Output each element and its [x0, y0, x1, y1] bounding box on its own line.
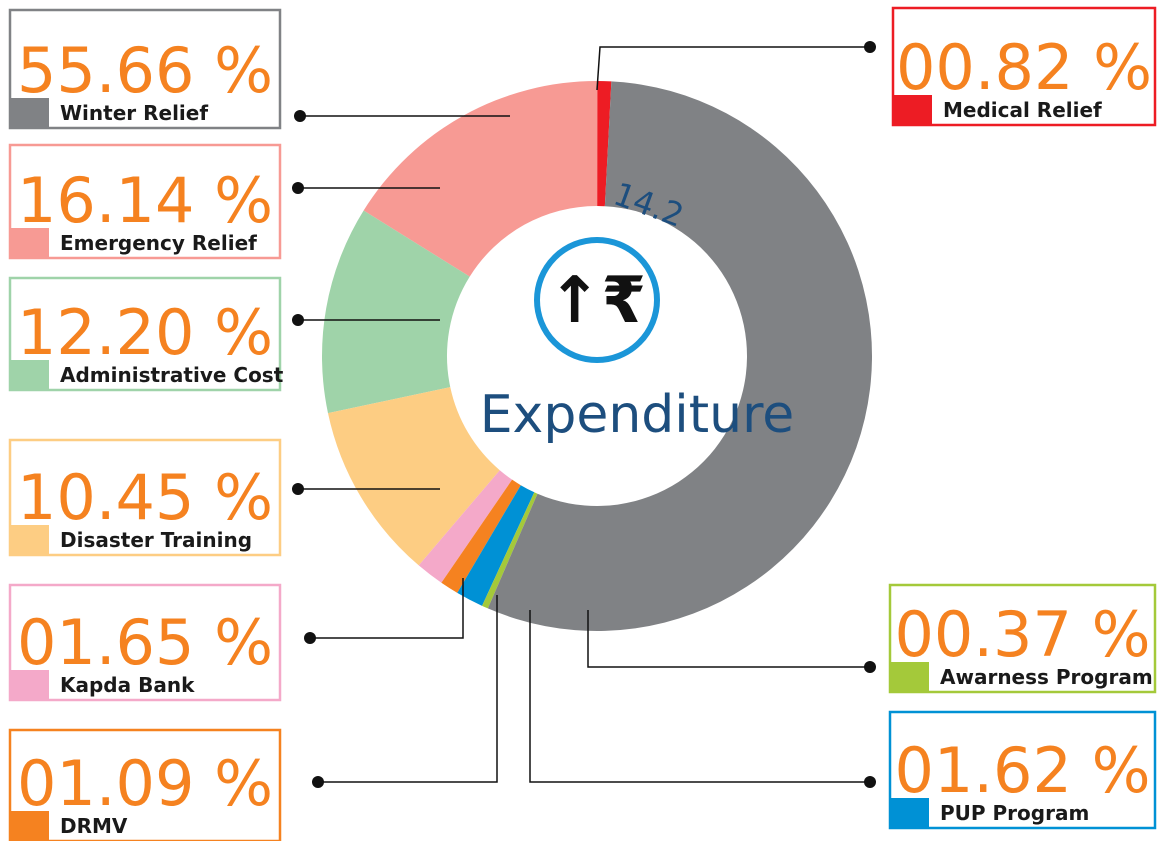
label-box [8, 583, 282, 702]
label-box [891, 6, 1157, 127]
donut-segment [487, 81, 872, 631]
leader-line [587, 610, 870, 668]
chart-title: Expenditure [480, 385, 795, 445]
category-label: Administrative Cost [60, 363, 284, 387]
label-box [8, 8, 282, 130]
leader-dot [292, 182, 304, 194]
color-swatch [11, 670, 49, 699]
donut-segment [482, 492, 538, 609]
leader-dot [312, 776, 324, 788]
color-swatch [891, 662, 929, 691]
color-swatch [11, 525, 49, 554]
value-label: 55.66 % [17, 34, 273, 107]
label-box [8, 438, 282, 557]
value-label: 00.82 % [896, 31, 1152, 104]
donut-segment [321, 210, 470, 414]
leader-line [310, 578, 464, 639]
color-swatch [11, 360, 49, 389]
label-box [8, 728, 282, 841]
color-swatch [11, 98, 49, 127]
donut-segment [597, 81, 612, 207]
category-label: Emergency Relief [60, 231, 257, 255]
donut-segment [457, 485, 535, 606]
category-label: Awarness Program [940, 665, 1153, 689]
leader-line [529, 610, 870, 783]
leader-dot [304, 632, 316, 644]
leader-dot [292, 483, 304, 495]
label-box [888, 710, 1157, 830]
center-icon: ↑₹ [548, 264, 646, 338]
leader-dot [864, 41, 876, 53]
donut-segment [363, 80, 598, 277]
value-label: 00.37 % [894, 598, 1150, 671]
value-label: 01.62 % [894, 734, 1150, 807]
leader-dot [294, 110, 306, 122]
label-box [8, 276, 282, 392]
value-label: 10.45 % [17, 461, 273, 534]
leader-dot [292, 314, 304, 326]
leader-line [318, 595, 498, 783]
value-label: 12.20 % [17, 296, 273, 369]
category-label: Medical Relief [943, 98, 1102, 122]
leader-line [596, 46, 870, 91]
category-label: Kapda Bank [60, 673, 195, 697]
donut-segment [418, 470, 513, 583]
donut-segment [327, 387, 500, 566]
value-label: 16.14 % [17, 164, 273, 237]
category-label: Winter Relief [60, 101, 208, 125]
value-label: 01.09 % [17, 747, 273, 820]
center-ring [534, 237, 660, 363]
category-label: PUP Program [940, 801, 1089, 825]
category-label: Disaster Training [60, 528, 252, 552]
donut-segment [441, 479, 521, 593]
color-swatch [891, 798, 929, 827]
color-swatch [894, 95, 932, 124]
label-box [888, 583, 1157, 694]
value-label: 01.65 % [17, 606, 273, 679]
category-label: DRMV [60, 814, 128, 838]
color-swatch [11, 228, 49, 257]
leader-dot [864, 776, 876, 788]
label-box [8, 143, 282, 260]
leader-dot [864, 661, 876, 673]
color-swatch [11, 811, 49, 840]
